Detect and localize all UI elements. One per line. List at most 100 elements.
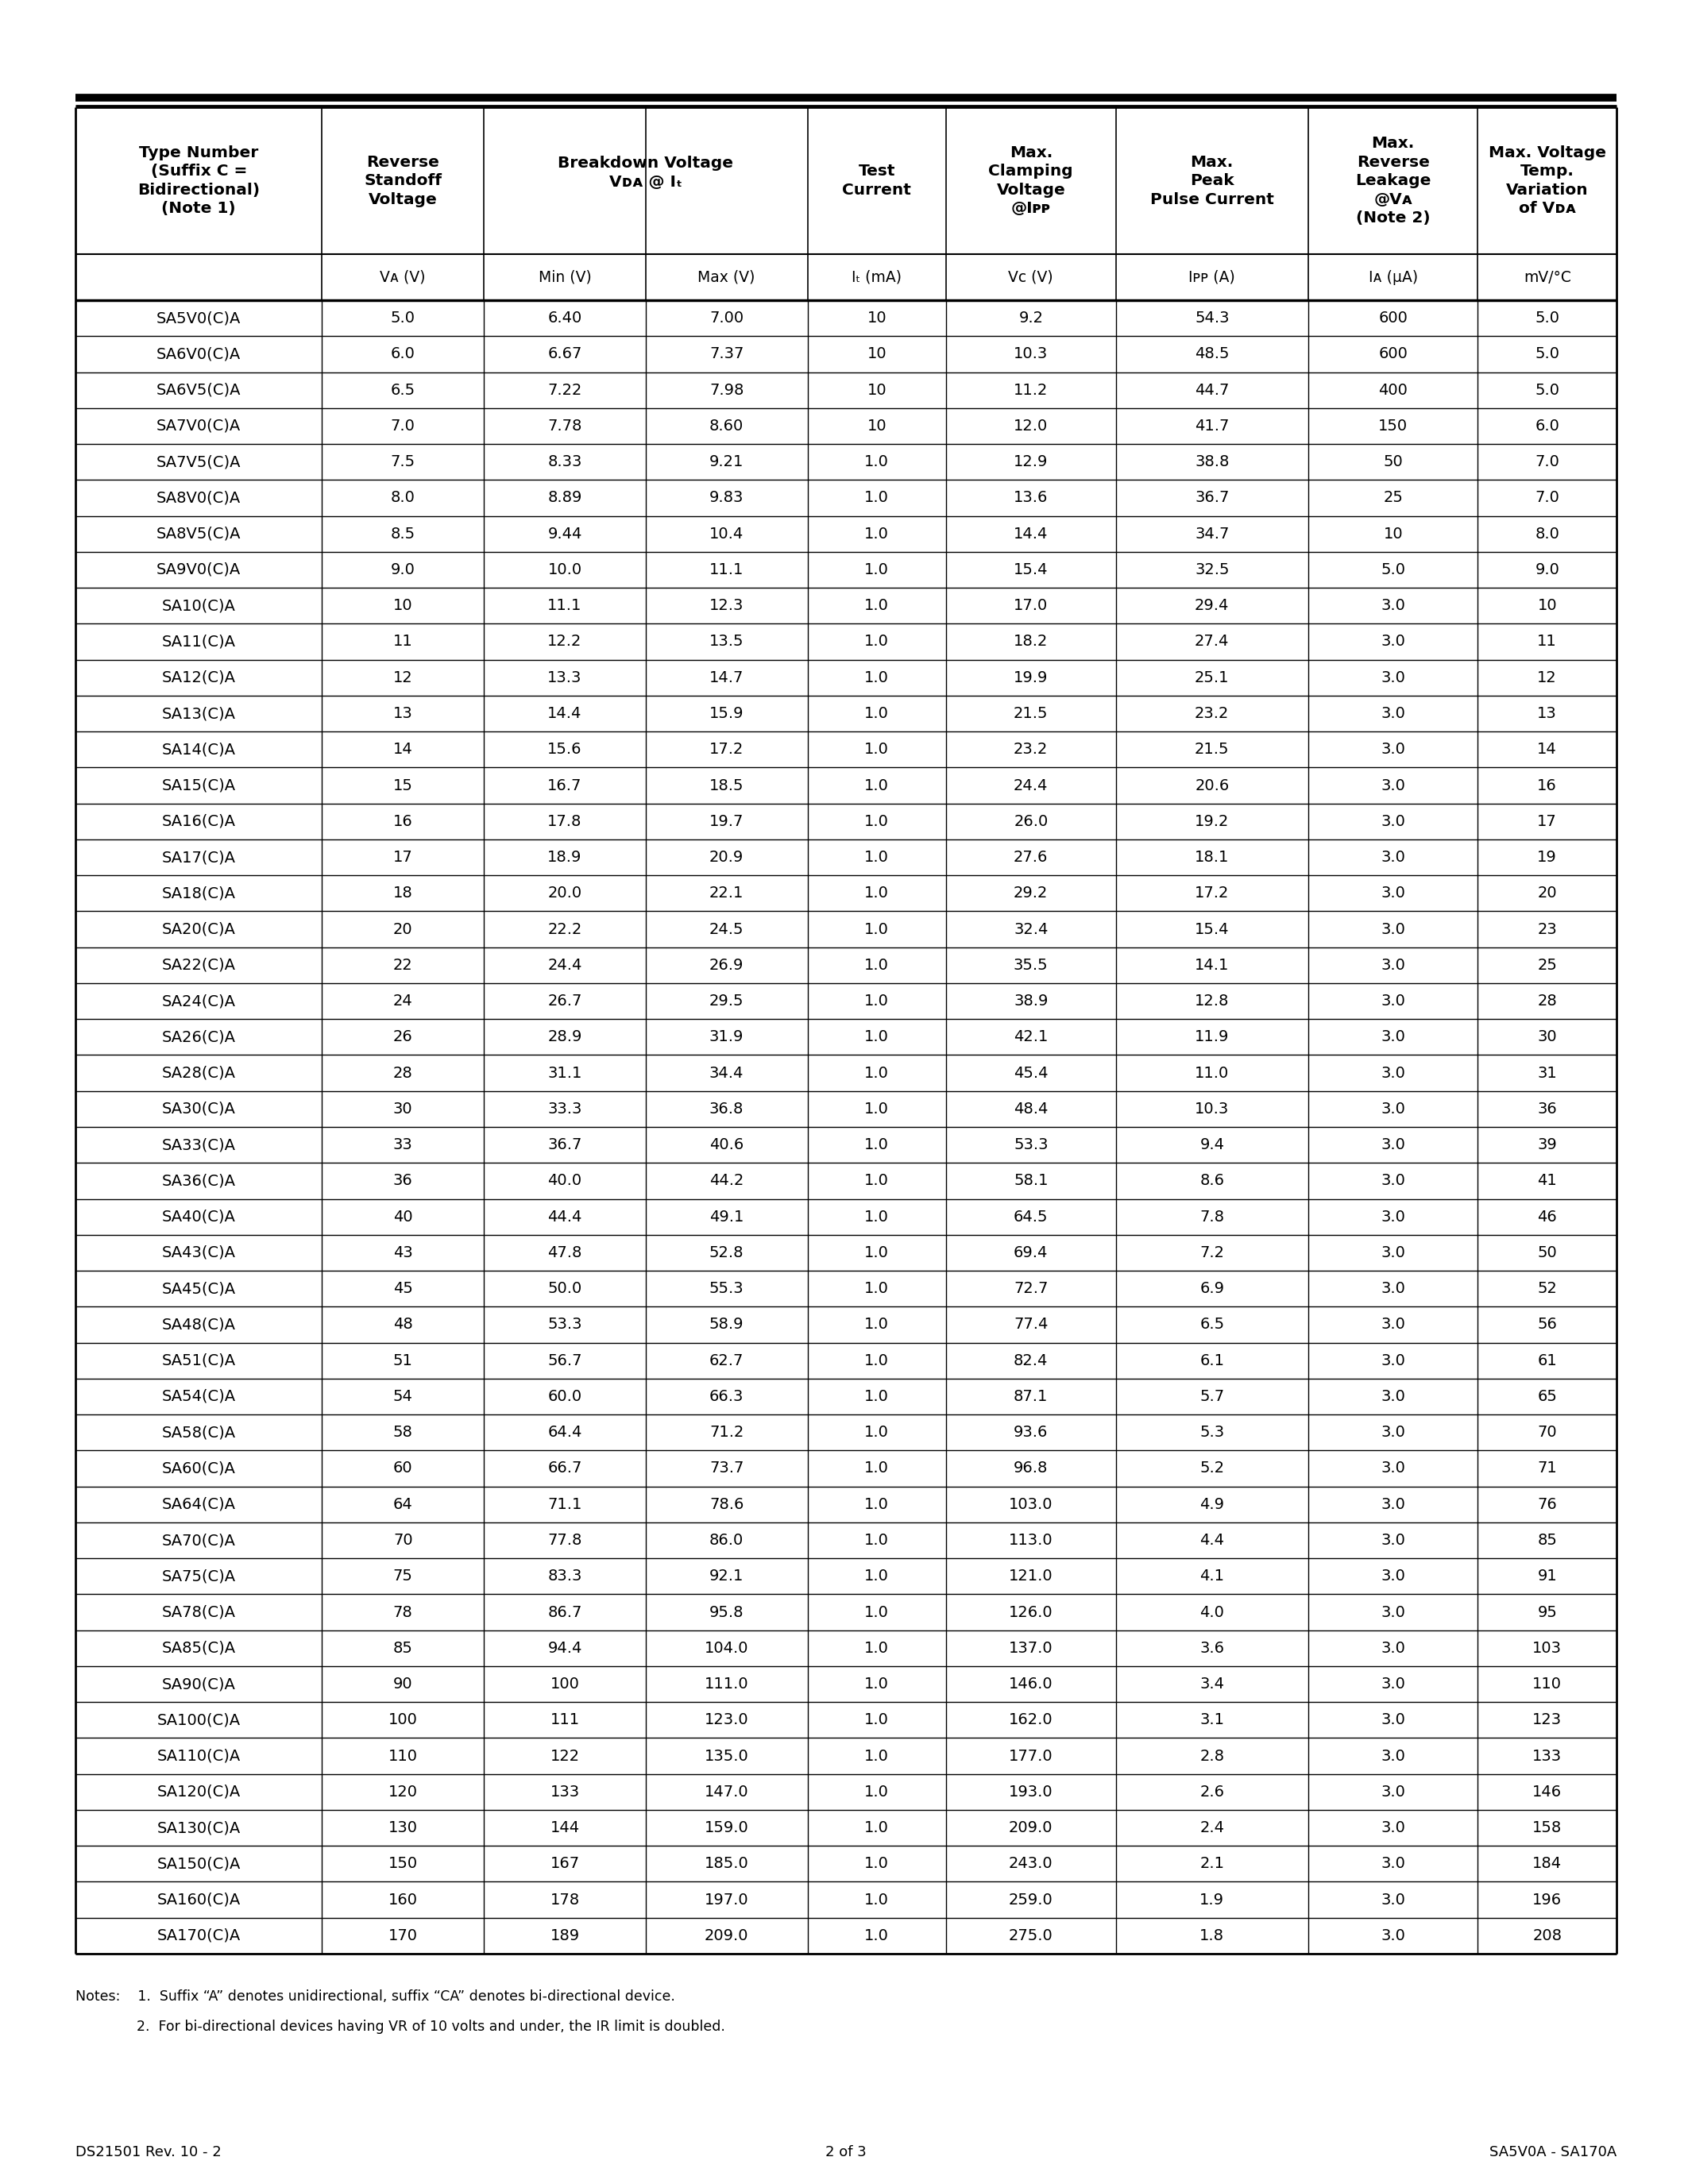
Text: Reverse
Standoff
Voltage: Reverse Standoff Voltage (365, 155, 442, 207)
Text: 50: 50 (1538, 1245, 1556, 1260)
Text: 20.6: 20.6 (1195, 778, 1229, 793)
Text: 126.0: 126.0 (1009, 1605, 1053, 1621)
Text: 36.8: 36.8 (709, 1101, 744, 1116)
Text: 3.1: 3.1 (1200, 1712, 1224, 1728)
Text: 71.1: 71.1 (547, 1496, 582, 1511)
Text: SA100(C)A: SA100(C)A (157, 1712, 240, 1728)
Text: 19: 19 (1538, 850, 1556, 865)
Text: 160: 160 (388, 1891, 417, 1907)
Text: 71.2: 71.2 (709, 1424, 744, 1439)
Text: 7.78: 7.78 (547, 419, 582, 435)
Text: 1.0: 1.0 (864, 1354, 890, 1367)
Text: 3.0: 3.0 (1381, 1891, 1406, 1907)
Text: SA51(C)A: SA51(C)A (162, 1354, 236, 1367)
Text: 10.3: 10.3 (1195, 1101, 1229, 1116)
Text: 177.0: 177.0 (1009, 1749, 1053, 1762)
Text: 7.2: 7.2 (1200, 1245, 1224, 1260)
Text: 25.1: 25.1 (1195, 670, 1229, 686)
Text: 12.0: 12.0 (1014, 419, 1048, 435)
Text: 29.5: 29.5 (709, 994, 744, 1009)
Text: 158: 158 (1533, 1819, 1561, 1835)
Text: 15.9: 15.9 (709, 705, 744, 721)
Text: 6.9: 6.9 (1200, 1282, 1224, 1297)
Text: 1.0: 1.0 (864, 1029, 890, 1044)
Text: 31: 31 (1538, 1066, 1556, 1081)
Text: 16: 16 (1538, 778, 1556, 793)
Text: 5.3: 5.3 (1200, 1424, 1224, 1439)
Text: 1.0: 1.0 (864, 850, 890, 865)
Text: SA7V0(C)A: SA7V0(C)A (157, 419, 241, 435)
Text: 2.6: 2.6 (1200, 1784, 1224, 1800)
Text: 26: 26 (393, 1029, 414, 1044)
Text: 147.0: 147.0 (704, 1784, 749, 1800)
Text: 20.9: 20.9 (709, 850, 744, 865)
Text: SA15(C)A: SA15(C)A (162, 778, 236, 793)
Text: 9.21: 9.21 (709, 454, 744, 470)
Text: 54.3: 54.3 (1195, 310, 1229, 325)
Text: 20.0: 20.0 (547, 887, 582, 900)
Text: 9.0: 9.0 (390, 561, 415, 577)
Text: 58.9: 58.9 (709, 1317, 744, 1332)
Text: 209.0: 209.0 (1009, 1819, 1053, 1835)
Text: 3.0: 3.0 (1381, 1282, 1406, 1297)
Text: 5.0: 5.0 (1381, 561, 1406, 577)
Text: 17: 17 (1538, 815, 1556, 830)
Text: SA170(C)A: SA170(C)A (157, 1928, 241, 1944)
Text: 4.1: 4.1 (1200, 1568, 1224, 1583)
Text: 95.8: 95.8 (709, 1605, 744, 1621)
Text: 40: 40 (393, 1210, 412, 1225)
Text: 6.5: 6.5 (390, 382, 415, 397)
Text: 1.0: 1.0 (864, 1245, 890, 1260)
Text: 17: 17 (393, 850, 414, 865)
Text: 1.0: 1.0 (864, 1605, 890, 1621)
Text: 23.2: 23.2 (1195, 705, 1229, 721)
Text: 12.3: 12.3 (709, 598, 744, 614)
Text: 36.7: 36.7 (547, 1138, 582, 1153)
Text: 18.2: 18.2 (1014, 633, 1048, 649)
Text: SA54(C)A: SA54(C)A (162, 1389, 236, 1404)
Text: 103: 103 (1533, 1640, 1561, 1655)
Text: 2 of 3: 2 of 3 (825, 2145, 866, 2160)
Text: SA5V0(C)A: SA5V0(C)A (157, 310, 241, 325)
Text: Iᴘᴘ (A): Iᴘᴘ (A) (1188, 269, 1236, 284)
Text: SA150(C)A: SA150(C)A (157, 1856, 241, 1872)
Text: SA16(C)A: SA16(C)A (162, 815, 236, 830)
Text: Max (V): Max (V) (697, 269, 755, 284)
Text: 24: 24 (393, 994, 414, 1009)
Text: 1.0: 1.0 (864, 994, 890, 1009)
Text: 87.1: 87.1 (1014, 1389, 1048, 1404)
Text: 7.8: 7.8 (1200, 1210, 1224, 1225)
Text: SA60(C)A: SA60(C)A (162, 1461, 236, 1476)
Text: 25: 25 (1538, 957, 1556, 972)
Text: 49.1: 49.1 (709, 1210, 744, 1225)
Text: 48.5: 48.5 (1195, 347, 1229, 363)
Text: 31.1: 31.1 (547, 1066, 582, 1081)
Text: 1.0: 1.0 (864, 1461, 890, 1476)
Text: 11.1: 11.1 (709, 561, 744, 577)
Text: 159.0: 159.0 (704, 1819, 749, 1835)
Text: 8.5: 8.5 (390, 526, 415, 542)
Text: 3.0: 3.0 (1381, 1856, 1406, 1872)
Text: 69.4: 69.4 (1014, 1245, 1048, 1260)
Text: 64.5: 64.5 (1013, 1210, 1048, 1225)
Text: Max.
Reverse
Leakage
@Vᴀ
(Note 2): Max. Reverse Leakage @Vᴀ (Note 2) (1355, 135, 1431, 225)
Text: 30: 30 (393, 1101, 412, 1116)
Text: 8.0: 8.0 (390, 491, 415, 505)
Text: 22.2: 22.2 (547, 922, 582, 937)
Text: 1.0: 1.0 (864, 957, 890, 972)
Text: 50.0: 50.0 (547, 1282, 582, 1297)
Text: 3.0: 3.0 (1381, 1749, 1406, 1762)
Text: 75: 75 (393, 1568, 414, 1583)
Text: 33: 33 (393, 1138, 414, 1153)
Text: SA58(C)A: SA58(C)A (162, 1424, 236, 1439)
Text: Notes:    1.  Suffix “A” denotes unidirectional, suffix “CA” denotes bi-directio: Notes: 1. Suffix “A” denotes unidirectio… (76, 1990, 675, 2003)
Text: 19.7: 19.7 (709, 815, 744, 830)
Text: 6.40: 6.40 (547, 310, 582, 325)
Text: 3.0: 3.0 (1381, 1928, 1406, 1944)
Text: 96.8: 96.8 (1014, 1461, 1048, 1476)
Text: 53.3: 53.3 (547, 1317, 582, 1332)
Text: 85: 85 (393, 1640, 414, 1655)
Text: 40.6: 40.6 (709, 1138, 744, 1153)
Text: 13: 13 (393, 705, 414, 721)
Text: 1.0: 1.0 (864, 1856, 890, 1872)
